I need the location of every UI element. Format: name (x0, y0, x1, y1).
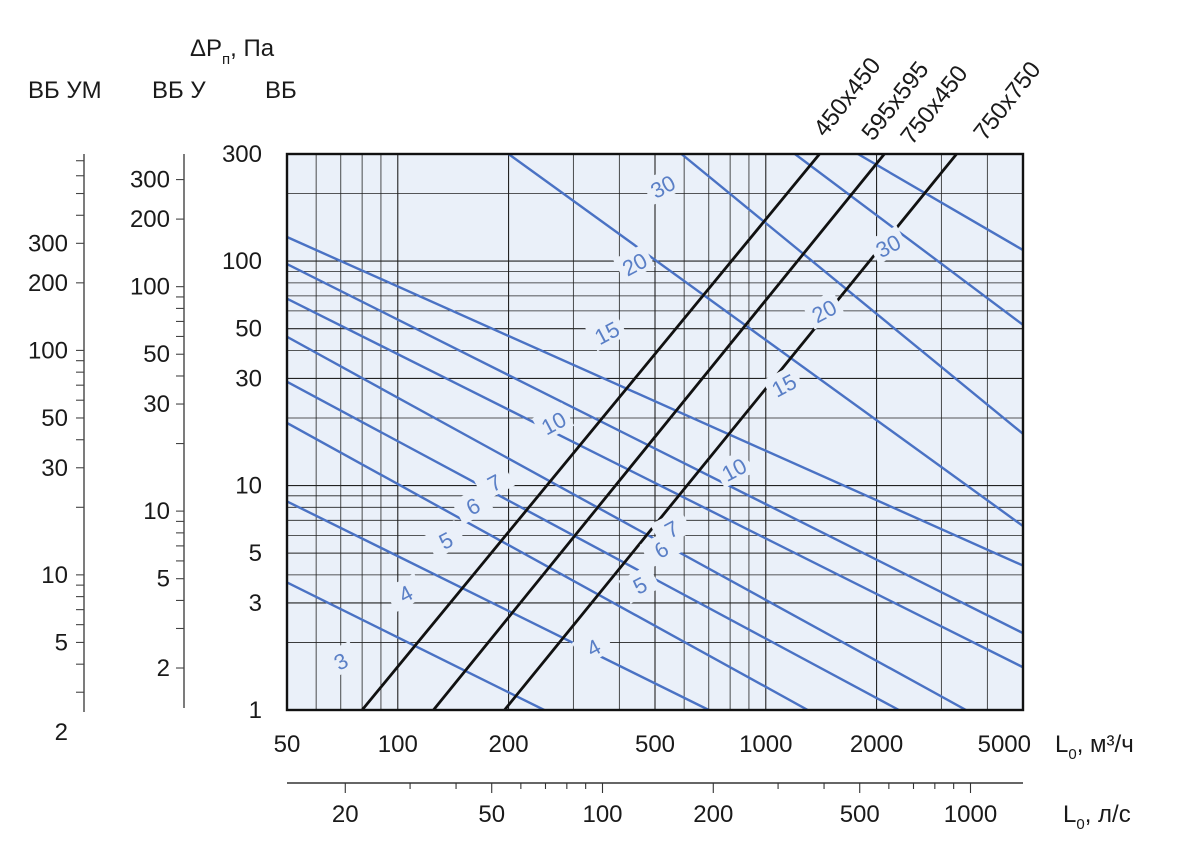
y-vbu-tick-label-200: 200 (130, 206, 170, 233)
x2-tick-label-50: 50 (478, 801, 505, 828)
velocity-lines (287, 154, 1023, 710)
velocity-line-9 (680, 154, 1023, 435)
y-tick-label-3: 3 (249, 590, 262, 617)
velocity-line-7 (287, 235, 1023, 567)
ylabel-vb: ВБ (265, 77, 297, 104)
x2-tick-label-200: 200 (693, 801, 733, 828)
y-vbum-tick-label-30: 30 (41, 455, 68, 482)
velocity-line-3 (287, 380, 900, 710)
axes: 50 100 200 500 1000 2000 5000 20 50 100 200 500 1000… (28, 141, 1031, 828)
x-tick-label-500: 500 (635, 731, 675, 758)
velocity-label-bg (424, 519, 467, 559)
ylabel-vbu: ВБ У (152, 77, 206, 104)
y-vbum-tick-label-100: 100 (28, 337, 68, 364)
size-label-750x750: 750x750 (968, 57, 1046, 146)
velocity-line-2 (287, 421, 809, 710)
grid-lines (287, 154, 1023, 710)
y-tick-label-100: 100 (222, 248, 262, 275)
velocity-line-6 (287, 262, 1023, 635)
y-tick-label-50: 50 (235, 316, 262, 343)
y-vbu-tick-label-50: 50 (143, 341, 170, 368)
velocity-label-bg (802, 290, 845, 330)
velocity-label-bg (641, 166, 684, 206)
velocity-label-bg (472, 462, 516, 502)
ylabel-main: ΔPп, Па (190, 35, 275, 68)
y-vbu-tick-label-5: 5 (157, 566, 170, 593)
velocity-label-bg (531, 402, 575, 442)
x-tick-label-50: 50 (274, 731, 301, 758)
x2-tick-label-100: 100 (582, 801, 622, 828)
velocity-line-1 (287, 500, 710, 710)
velocity-line-4 (287, 335, 967, 710)
y-vbu-tick-label-300: 300 (130, 167, 170, 194)
velocity-label-bg (585, 312, 628, 352)
velocity-label-bg (383, 573, 427, 613)
y-vbu-tick-label-2: 2 (157, 655, 170, 682)
x-tick-label-200: 200 (489, 731, 529, 758)
y-vbum-tick-label-200: 200 (28, 270, 68, 297)
xlabel-primary: L0, м³/ч (1055, 731, 1134, 763)
velocity-label-bg (762, 364, 805, 404)
x-tick-label-100: 100 (378, 731, 418, 758)
y-vbum-tick-label-2: 2 (55, 719, 68, 746)
x2-tick-label-1000: 1000 (944, 801, 997, 828)
velocity-line-11 (857, 154, 1023, 252)
x-tick-label-5000: 5000 (978, 731, 1031, 758)
velocity-label-bg (571, 627, 615, 667)
y-vbum-tick-label-50: 50 (41, 405, 68, 432)
y-vbum-tick-label-300: 300 (28, 230, 68, 257)
velocity-line-10 (794, 154, 1023, 326)
velocity-label-bg (650, 508, 693, 548)
y-tick-label-10: 10 (235, 473, 262, 500)
y-tick-label-5: 5 (249, 540, 262, 567)
size-line-450x450 (361, 154, 821, 710)
x-tick-label-1000: 1000 (739, 731, 792, 758)
velocity-label-bg (319, 640, 362, 680)
x2-tick-label-500: 500 (840, 801, 880, 828)
y-tick-label-30: 30 (235, 365, 262, 392)
velocity-line-5 (287, 297, 1023, 669)
y-vbu-tick-label-30: 30 (143, 391, 170, 418)
velocity-label-bg (866, 225, 909, 265)
x2-tick-label-20: 20 (332, 801, 359, 828)
y-vbum-tick-label-5: 5 (55, 629, 68, 656)
velocity-line-8 (507, 154, 1023, 528)
y-vbu-tick-label-100: 100 (130, 274, 170, 301)
size-line-595x595 (432, 154, 886, 710)
plot-frame (285, 152, 1025, 712)
y-vbu-tick-label-10: 10 (143, 498, 170, 525)
y-vbum-tick-label-10: 10 (41, 562, 68, 589)
velocity-label-bg (618, 564, 661, 604)
ylabel-vbum: ВБ УМ (28, 77, 102, 104)
y-tick-label-300: 300 (222, 141, 262, 168)
xlabel-secondary: L0, л/с (1063, 801, 1131, 833)
velocity-label-bg (712, 449, 755, 488)
x-tick-label-2000: 2000 (850, 731, 903, 758)
velocity-label-bg (612, 243, 656, 283)
y-tick-label-1: 1 (249, 697, 262, 724)
